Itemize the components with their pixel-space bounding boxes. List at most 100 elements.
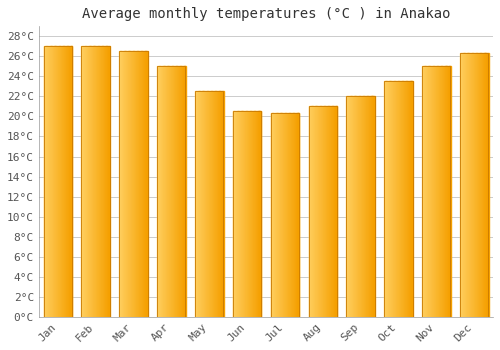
Bar — [368, 96, 370, 317]
Bar — [44, 46, 72, 317]
Bar — [260, 111, 262, 317]
Bar — [202, 91, 203, 317]
Bar — [236, 111, 237, 317]
Bar — [321, 106, 322, 317]
Bar — [237, 111, 238, 317]
Bar — [198, 91, 199, 317]
Bar — [447, 66, 448, 317]
Bar — [372, 96, 373, 317]
Bar — [460, 53, 488, 317]
Bar — [219, 91, 220, 317]
Bar — [124, 51, 125, 317]
Bar — [399, 82, 400, 317]
Bar — [461, 53, 462, 317]
Bar — [125, 51, 126, 317]
Bar — [422, 66, 424, 317]
Bar — [96, 46, 98, 317]
Bar — [178, 66, 179, 317]
Bar — [270, 113, 272, 317]
Bar — [92, 46, 94, 317]
Bar — [330, 106, 331, 317]
Bar — [278, 113, 279, 317]
Bar — [404, 82, 406, 317]
Bar — [398, 82, 399, 317]
Bar — [45, 46, 46, 317]
Bar — [240, 111, 241, 317]
Bar — [310, 106, 311, 317]
Bar — [390, 82, 391, 317]
Bar — [431, 66, 432, 317]
Bar — [481, 53, 482, 317]
Bar — [434, 66, 435, 317]
Bar — [477, 53, 478, 317]
Bar — [185, 66, 186, 317]
Bar — [233, 111, 261, 317]
Bar — [470, 53, 471, 317]
Bar — [308, 106, 337, 317]
Bar — [174, 66, 176, 317]
Bar — [199, 91, 200, 317]
Bar — [120, 51, 121, 317]
Bar — [102, 46, 103, 317]
Bar — [406, 82, 407, 317]
Bar — [98, 46, 99, 317]
Bar — [47, 46, 48, 317]
Bar — [242, 111, 243, 317]
Bar — [423, 66, 424, 317]
Bar — [200, 91, 201, 317]
Bar — [280, 113, 281, 317]
Bar — [130, 51, 132, 317]
Bar — [400, 82, 402, 317]
Bar — [278, 113, 280, 317]
Bar — [92, 46, 93, 317]
Bar — [384, 82, 412, 317]
Bar — [365, 96, 366, 317]
Bar — [62, 46, 63, 317]
Bar — [444, 66, 445, 317]
Bar — [282, 113, 284, 317]
Bar — [122, 51, 124, 317]
Bar — [273, 113, 274, 317]
Bar — [48, 46, 49, 317]
Bar — [59, 46, 60, 317]
Bar — [466, 53, 468, 317]
Bar — [211, 91, 212, 317]
Bar — [348, 96, 349, 317]
Bar — [89, 46, 90, 317]
Bar — [248, 111, 249, 317]
Bar — [218, 91, 219, 317]
Bar — [287, 113, 288, 317]
Bar — [470, 53, 472, 317]
Bar — [272, 113, 273, 317]
Bar — [168, 66, 169, 317]
Bar — [298, 113, 299, 317]
Bar — [108, 46, 109, 317]
Bar — [439, 66, 440, 317]
Bar — [409, 82, 410, 317]
Bar — [212, 91, 214, 317]
Bar — [130, 51, 131, 317]
Bar — [283, 113, 284, 317]
Bar — [360, 96, 362, 317]
Bar — [357, 96, 358, 317]
Bar — [169, 66, 170, 317]
Bar — [347, 96, 348, 317]
Bar — [462, 53, 463, 317]
Bar — [68, 46, 70, 317]
Bar — [100, 46, 101, 317]
Bar — [291, 113, 292, 317]
Bar — [290, 113, 292, 317]
Bar — [135, 51, 136, 317]
Bar — [99, 46, 100, 317]
Bar — [137, 51, 138, 317]
Bar — [422, 66, 423, 317]
Bar — [235, 111, 236, 317]
Bar — [460, 53, 462, 317]
Bar — [465, 53, 466, 317]
Bar — [213, 91, 214, 317]
Bar — [369, 96, 370, 317]
Bar — [195, 91, 224, 317]
Bar — [433, 66, 434, 317]
Bar — [201, 91, 202, 317]
Bar — [44, 46, 46, 317]
